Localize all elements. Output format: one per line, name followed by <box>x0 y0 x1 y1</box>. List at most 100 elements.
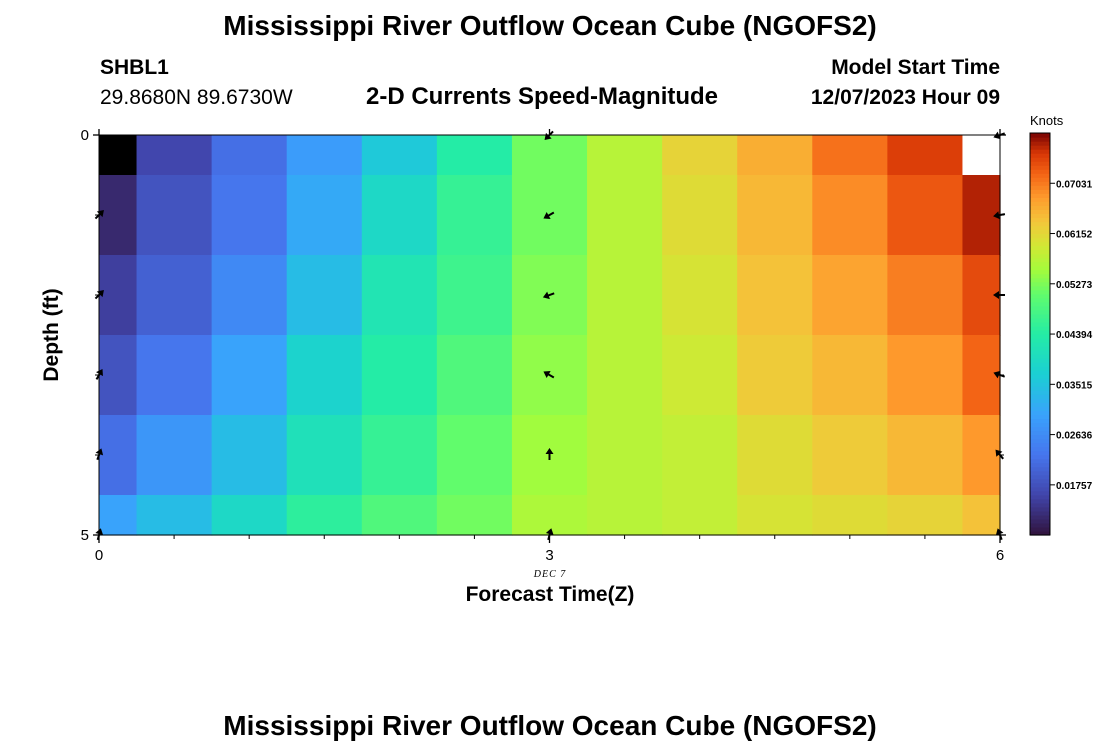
colorbar-swatch <box>1030 366 1050 371</box>
colorbar-swatch <box>1030 157 1050 162</box>
colorbar-swatch <box>1030 313 1050 319</box>
colorbar-tick-label: 0.01757 <box>1056 481 1093 492</box>
heatmap-cell <box>737 495 813 536</box>
heatmap-cell <box>99 255 138 336</box>
heatmap-cell <box>136 335 213 416</box>
heatmap-cell <box>436 175 513 256</box>
colorbar-swatch <box>1030 217 1050 223</box>
heatmap-cell <box>662 335 738 416</box>
heatmap-cell <box>662 415 738 496</box>
colorbar-swatch <box>1030 309 1050 315</box>
heatmap-cell <box>587 495 663 536</box>
current-arrow <box>543 371 555 379</box>
colorbar-swatch <box>1030 398 1050 403</box>
colorbar-swatch <box>1030 301 1050 307</box>
colorbar-swatch <box>1030 362 1050 367</box>
heatmap-cell <box>211 135 288 176</box>
colorbar-swatch <box>1030 414 1050 420</box>
colorbar-swatch <box>1030 494 1050 500</box>
colorbar: 0.01757 0.02636 0.03515 0.04394 0.05273 0.061… <box>1029 132 1093 536</box>
current-arrow <box>995 449 1004 460</box>
colorbar-swatch <box>1030 354 1050 359</box>
heatmap-cell <box>737 415 813 496</box>
heatmap-cell <box>136 415 213 496</box>
colorbar-swatch <box>1030 241 1050 247</box>
heatmap-cell <box>286 175 363 256</box>
colorbar-swatch <box>1030 430 1050 436</box>
colorbar-swatch <box>1030 285 1050 291</box>
colorbar-swatch <box>1030 177 1050 182</box>
heatmap-cell <box>887 335 964 416</box>
heatmap-cell <box>587 415 663 496</box>
colorbar-swatch <box>1030 273 1050 279</box>
colorbar-swatch <box>1030 346 1050 351</box>
station-coordinates: 29.8680N 89.6730W <box>100 86 293 109</box>
heatmap-cell <box>812 495 888 536</box>
model-start-label: Model Start Time <box>831 56 1000 79</box>
colorbar-swatch <box>1030 350 1050 355</box>
heatmap-cell <box>812 175 888 256</box>
colorbar-swatch <box>1030 237 1050 243</box>
colorbar-unit: Knots <box>1030 113 1064 128</box>
colorbar-swatch <box>1030 434 1050 440</box>
colorbar-swatch <box>1030 510 1050 516</box>
heatmap-cell <box>737 335 813 416</box>
heatmap-cell <box>286 135 363 176</box>
model-start-value: 12/07/2023 Hour 09 <box>810 86 1000 109</box>
heatmap-cell <box>812 135 888 176</box>
heatmap-cell <box>587 135 663 176</box>
colorbar-swatch <box>1030 518 1050 524</box>
colorbar-swatch <box>1030 205 1050 210</box>
colorbar-swatch <box>1030 141 1050 146</box>
colorbar-swatch <box>1030 454 1050 460</box>
colorbar-swatch <box>1030 137 1050 142</box>
colorbar-swatch <box>1030 334 1050 339</box>
colorbar-swatch <box>1030 342 1050 347</box>
chart-title: Mississippi River Outflow Ocean Cube (NG… <box>223 10 877 41</box>
colorbar-swatch <box>1030 257 1050 263</box>
heatmap-cell <box>136 255 213 336</box>
colorbar-swatch <box>1030 133 1050 138</box>
colorbar-swatch <box>1030 329 1050 335</box>
colorbar-swatch <box>1030 233 1050 239</box>
heatmap-cell <box>436 335 513 416</box>
colorbar-tick-label: 0.05273 <box>1056 280 1093 291</box>
colorbar-tick-label: 0.03515 <box>1056 380 1093 391</box>
colorbar-swatch <box>1030 201 1050 206</box>
heatmap-cell <box>436 255 513 336</box>
heatmap-cell <box>587 335 663 416</box>
colorbar-swatch <box>1030 181 1050 186</box>
colorbar-swatch <box>1030 253 1050 259</box>
colorbar-swatch <box>1030 418 1050 424</box>
colorbar-swatch <box>1030 370 1050 375</box>
heatmap-cell <box>211 415 288 496</box>
heatmap-cell <box>436 135 513 176</box>
heatmap-cell <box>361 335 438 416</box>
current-arrow <box>545 448 554 460</box>
colorbar-swatch <box>1030 374 1050 379</box>
y-axis-label: Depth (ft) <box>40 288 63 382</box>
heatmap-cell <box>286 495 363 536</box>
heatmap-cell <box>511 495 588 536</box>
colorbar-swatch <box>1030 382 1050 387</box>
heatmap-cell <box>211 495 288 536</box>
colorbar-swatch <box>1030 261 1050 267</box>
heatmap-cell <box>812 415 888 496</box>
colorbar-swatch <box>1030 221 1050 227</box>
colorbar-swatch <box>1030 530 1050 536</box>
heatmap-cell <box>286 335 363 416</box>
heatmap-cell <box>361 175 438 256</box>
heatmap-cell <box>99 495 138 536</box>
colorbar-swatch <box>1030 185 1050 190</box>
colorbar-swatch <box>1030 145 1050 150</box>
heatmap-cell <box>211 255 288 336</box>
heatmap-cell <box>587 175 663 256</box>
colorbar-swatch <box>1030 229 1050 235</box>
heatmap-cell <box>436 495 513 536</box>
heatmap-cell <box>887 415 964 496</box>
heatmap-cell <box>887 495 964 536</box>
colorbar-swatch <box>1030 526 1050 532</box>
heatmap-cell <box>962 335 1001 416</box>
heatmap-cell <box>361 415 438 496</box>
colorbar-swatch <box>1030 422 1050 428</box>
